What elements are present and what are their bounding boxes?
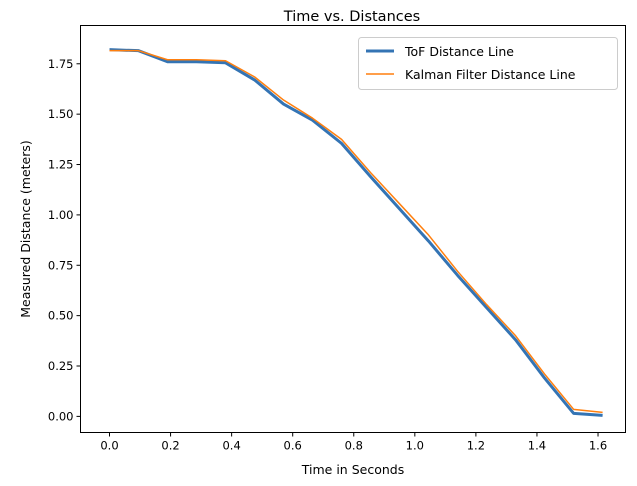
series-line-kalman bbox=[109, 49, 603, 414]
legend-box bbox=[358, 37, 618, 90]
x-tick-label: 1.4 bbox=[528, 439, 546, 453]
plot-area bbox=[80, 25, 626, 433]
x-tick-label: 0.2 bbox=[161, 439, 179, 453]
x-tick-label: 0.8 bbox=[345, 439, 363, 453]
y-tick-label: 0.75 bbox=[48, 258, 74, 272]
x-tick-label: 0.6 bbox=[284, 439, 302, 453]
x-tick-label: 0.0 bbox=[100, 439, 118, 453]
y-tick-label: 0.00 bbox=[48, 409, 74, 423]
legend-label-kalman: Kalman Filter Distance Line bbox=[405, 67, 576, 82]
y-tick-label: 0.25 bbox=[48, 359, 74, 373]
x-tick-label: 0.4 bbox=[222, 439, 240, 453]
y-tick-label: 1.75 bbox=[48, 57, 74, 71]
x-tick-label: 1.2 bbox=[467, 439, 485, 453]
chart-title: Time vs. Distances bbox=[283, 9, 420, 25]
legend: ToF Distance Line Kalman Filter Distance… bbox=[358, 37, 618, 90]
y-tick-label: 1.50 bbox=[48, 107, 74, 121]
y-axis-label: Measured Distance (meters) bbox=[18, 140, 33, 318]
y-tick-label: 1.00 bbox=[48, 208, 74, 222]
legend-label-tof: ToF Distance Line bbox=[404, 44, 514, 59]
x-tick-label: 1.0 bbox=[406, 439, 424, 453]
y-tick-label: 1.25 bbox=[48, 158, 74, 172]
x-axis-label: Time in Seconds bbox=[301, 462, 404, 477]
series-line-tof bbox=[109, 48, 603, 417]
x-tick-label: 1.6 bbox=[589, 439, 607, 453]
y-tick-label: 0.50 bbox=[48, 309, 74, 323]
